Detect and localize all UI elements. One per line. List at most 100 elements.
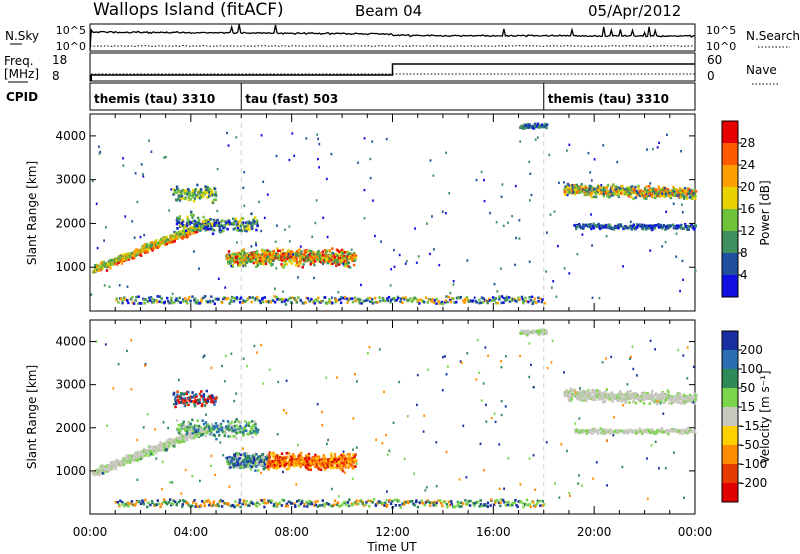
radar-cell xyxy=(305,137,308,140)
radar-cell xyxy=(305,462,308,465)
radar-cell xyxy=(256,219,259,223)
radar-cell xyxy=(217,297,220,301)
radar-cell xyxy=(321,250,324,254)
radar-cell xyxy=(238,224,241,228)
radar-cell xyxy=(309,255,312,259)
radar-cell xyxy=(570,389,573,392)
radar-cell xyxy=(185,189,188,193)
radar-cell xyxy=(386,297,389,300)
radar-cell xyxy=(566,193,569,197)
radar-cell xyxy=(204,226,207,229)
radar-cell xyxy=(228,422,231,426)
radar-cell xyxy=(214,191,217,194)
radar-cell xyxy=(285,262,288,266)
radar-cell xyxy=(223,426,227,430)
radar-cell xyxy=(287,467,291,470)
radar-cell xyxy=(182,220,185,223)
radar-cell xyxy=(227,435,230,438)
radar-cell xyxy=(103,284,106,287)
radar-cell xyxy=(500,195,503,198)
radar-cell xyxy=(183,427,187,430)
radar-cell xyxy=(576,394,579,398)
radar-cell xyxy=(187,403,190,407)
radar-cell xyxy=(118,255,121,258)
radar-cell xyxy=(669,192,673,196)
radar-cell xyxy=(165,443,168,447)
radar-cell xyxy=(244,264,247,267)
radar-cell xyxy=(500,301,503,305)
radar-cell xyxy=(239,252,243,256)
radar-cell xyxy=(231,264,234,267)
radar-cell xyxy=(163,237,166,240)
radar-cell xyxy=(175,233,179,236)
radar-cell xyxy=(354,256,358,260)
radar-cell xyxy=(131,295,134,299)
radar-cell xyxy=(252,431,255,435)
radar-cell xyxy=(117,261,120,264)
radar-cell xyxy=(677,226,680,229)
radar-cell xyxy=(161,242,165,245)
radar-cell xyxy=(616,186,620,189)
radar-cell xyxy=(320,459,324,463)
radar-cell xyxy=(287,249,290,252)
radar-cell xyxy=(323,260,326,264)
radar-cell xyxy=(196,221,199,224)
radar-cell xyxy=(583,193,586,197)
radar-cell xyxy=(190,400,193,403)
radar-cell xyxy=(624,226,627,230)
radar-cell xyxy=(690,224,694,227)
radar-cell xyxy=(216,209,219,213)
radar-cell xyxy=(220,224,223,228)
radar-cell xyxy=(122,157,124,160)
radar-cell xyxy=(684,187,687,190)
radar-cell xyxy=(658,141,660,144)
radar-cell xyxy=(180,236,184,240)
radar-cell xyxy=(240,258,243,262)
radar-cell xyxy=(176,299,180,303)
radar-cell xyxy=(480,301,483,304)
radar-cell xyxy=(540,123,544,127)
radar-cell xyxy=(597,224,600,227)
radar-cell xyxy=(563,181,565,184)
radar-cell xyxy=(135,295,138,299)
radar-cell xyxy=(278,456,282,459)
radar-cell xyxy=(284,228,286,231)
radar-cell xyxy=(580,226,583,230)
radar-cell xyxy=(195,302,199,305)
radar-cell xyxy=(661,190,664,193)
radar-cell xyxy=(163,156,166,159)
radar-cell xyxy=(531,126,534,129)
radar-cell xyxy=(109,461,113,464)
radar-cell xyxy=(241,301,244,304)
radar-cell xyxy=(183,397,186,400)
radar-cell xyxy=(465,296,469,299)
radar-cell xyxy=(679,196,683,199)
radar-cell xyxy=(401,301,404,304)
radar-cell xyxy=(662,194,665,198)
radar-cell xyxy=(288,158,291,162)
radar-cell xyxy=(596,393,599,397)
radar-cell xyxy=(271,461,274,465)
radar-cell xyxy=(283,258,286,262)
radar-cell xyxy=(228,428,231,432)
radar-cell xyxy=(323,466,326,469)
radar-cell xyxy=(191,391,194,394)
radar-cell xyxy=(165,239,168,242)
radar-cell xyxy=(198,434,201,437)
radar-cell xyxy=(606,394,610,398)
radar-cell xyxy=(143,233,146,237)
freq-panel: Freq. [MHz] 18 8 60 0 Nave xyxy=(4,52,778,85)
radar-cell xyxy=(250,455,253,458)
radar-cell xyxy=(159,447,163,450)
radar-cell xyxy=(237,463,240,467)
radar-cell xyxy=(291,456,295,459)
radar-cell xyxy=(641,194,644,198)
radar-cell xyxy=(211,201,215,205)
radar-cell xyxy=(214,399,217,403)
radar-cell xyxy=(144,298,147,301)
radar-cell xyxy=(594,190,598,193)
radar-cell xyxy=(273,460,277,464)
radar-cell xyxy=(209,433,212,436)
radar-cell xyxy=(106,262,110,266)
radar-cell xyxy=(267,255,270,258)
